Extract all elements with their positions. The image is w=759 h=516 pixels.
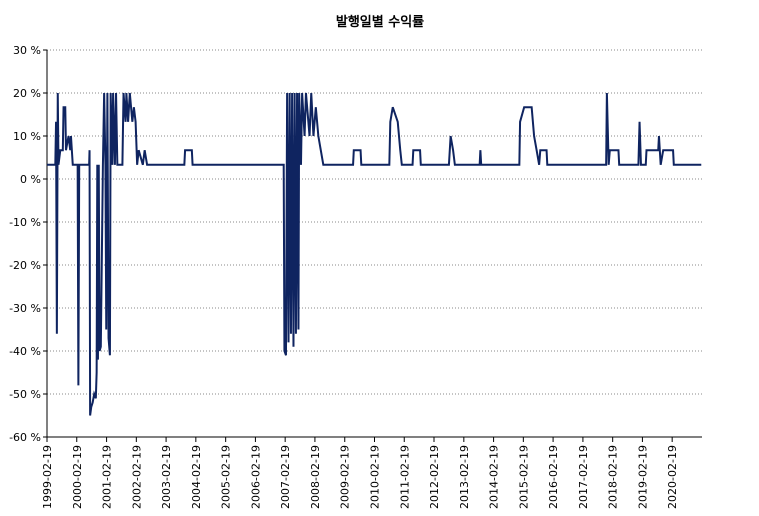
x-tick-label: 2015-02-19 — [517, 445, 530, 509]
x-tick-label: 2008-02-19 — [309, 445, 322, 509]
x-tick-label: 2002-02-19 — [130, 445, 143, 509]
series-line — [47, 92, 702, 416]
x-tick-label: 2003-02-19 — [160, 445, 173, 509]
x-tick-label: 1999-02-19 — [41, 445, 54, 509]
x-tick-label: 2018-02-19 — [607, 445, 620, 509]
x-tick-label: 2011-02-19 — [398, 445, 411, 509]
y-tick-label: -20 % — [9, 259, 41, 272]
x-tick-label: 2013-02-19 — [458, 445, 471, 509]
chart-title: 발행일별 수익률 — [336, 14, 424, 30]
y-tick-label: 10 % — [13, 130, 41, 143]
x-tick-label: 2006-02-19 — [249, 445, 262, 509]
y-tick-label: 30 % — [13, 44, 41, 57]
x-tick-label: 2014-02-19 — [488, 445, 501, 509]
x-tick-label: 2000-02-19 — [71, 445, 84, 509]
x-tick-label: 2007-02-19 — [279, 445, 292, 509]
x-tick-label: 2009-02-19 — [339, 445, 352, 509]
y-tick-label: -10 % — [9, 216, 41, 229]
x-tick-label: 2017-02-19 — [577, 445, 590, 509]
y-tick-label: -60 % — [9, 431, 41, 444]
x-tick-label: 2016-02-19 — [547, 445, 560, 509]
x-tick-label: 2005-02-19 — [220, 445, 233, 509]
x-tick-label: 2019-02-19 — [636, 445, 649, 509]
y-tick-label: -30 % — [9, 302, 41, 315]
y-tick-label: -50 % — [9, 388, 41, 401]
x-tick-label: 2004-02-19 — [190, 445, 203, 509]
y-tick-label: -40 % — [9, 345, 41, 358]
y-tick-label: 20 % — [13, 87, 41, 100]
x-tick-label: 2020-02-19 — [666, 445, 679, 509]
x-tick-label: 2001-02-19 — [101, 445, 114, 509]
y-tick-label: 0 % — [20, 173, 41, 186]
x-tick-label: 2010-02-19 — [369, 445, 382, 509]
x-tick-label: 2012-02-19 — [428, 445, 441, 509]
